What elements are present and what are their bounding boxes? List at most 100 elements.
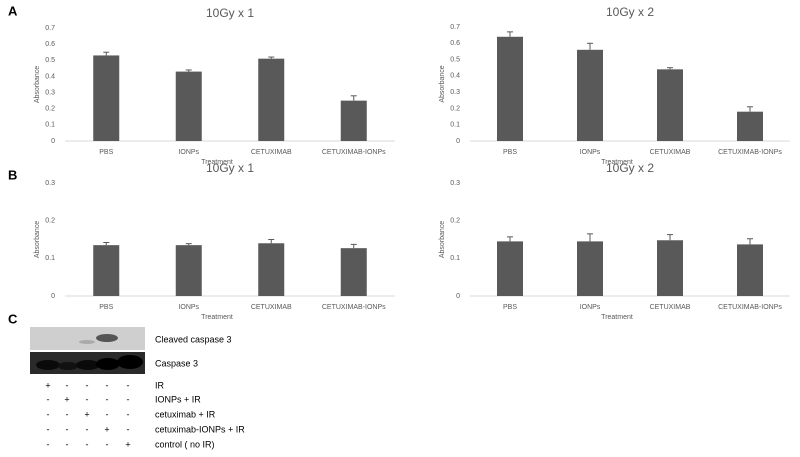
- x-axis-label: Treatment: [601, 159, 633, 166]
- x-tick-label: CETUXIMAB: [650, 304, 691, 311]
- y-tick-label: 0.7: [45, 25, 55, 32]
- bar: [340, 248, 367, 296]
- x-tick-label: PBS: [99, 304, 113, 311]
- y-tick-label: 0.6: [450, 40, 460, 47]
- bar: [497, 36, 523, 142]
- x-tick-label: CETUXIMAB-IONPs: [718, 149, 782, 156]
- x-tick-label: CETUXIMAB-IONPs: [322, 304, 386, 311]
- y-tick-label: 0.5: [45, 57, 55, 64]
- treatment-sign: -: [66, 439, 69, 449]
- treatment-label: control ( no IR): [155, 439, 215, 449]
- y-axis-label: Absorbance: [439, 65, 446, 102]
- x-tick-label: IONPs: [178, 304, 199, 311]
- bar: [93, 55, 120, 141]
- treatment-sign: -: [106, 409, 109, 419]
- x-axis-label: Treatment: [601, 314, 633, 321]
- treatment-sign: +: [45, 380, 50, 390]
- y-tick-label: 0.7: [450, 24, 460, 31]
- y-tick-label: 0.1: [450, 255, 460, 262]
- chart-title: 10Gy x 2: [606, 5, 654, 19]
- error-bar: [747, 238, 753, 245]
- x-tick-label: CETUXIMAB: [251, 149, 292, 156]
- treatment-sign: -: [86, 394, 89, 404]
- y-axis-label: Absorbance: [34, 221, 41, 258]
- panel-label: C: [8, 311, 18, 326]
- panel-label: A: [8, 3, 18, 18]
- y-tick-label: 0.5: [450, 56, 460, 63]
- chart-title: 10Gy x 1: [206, 6, 254, 20]
- x-tick-label: CETUXIMAB-IONPs: [322, 149, 386, 156]
- error-bar: [747, 106, 753, 112]
- y-tick-label: 0.3: [450, 180, 460, 187]
- panel-label: B: [8, 167, 17, 182]
- treatment-sign: -: [86, 424, 89, 434]
- bar: [93, 245, 120, 296]
- error-bar: [185, 243, 192, 246]
- y-tick-label: 0: [456, 138, 460, 145]
- y-tick-label: 0.3: [450, 89, 460, 96]
- treatment-sign: -: [127, 380, 130, 390]
- bar: [340, 100, 367, 141]
- treatment-label: cetuximab + IR: [155, 409, 216, 419]
- treatment-sign: -: [47, 409, 50, 419]
- y-tick-label: 0.2: [45, 218, 55, 225]
- treatment-sign: -: [86, 439, 89, 449]
- treatment-sign: -: [66, 380, 69, 390]
- y-tick-label: 0: [51, 293, 55, 300]
- y-tick-label: 0.2: [450, 218, 460, 225]
- x-axis-label: Treatment: [201, 314, 233, 321]
- treatment-sign: -: [106, 439, 109, 449]
- chart-title: 10Gy x 1: [206, 161, 254, 175]
- bar: [258, 243, 285, 296]
- error-bar: [268, 56, 275, 59]
- bar: [497, 241, 523, 296]
- band-label: Caspase 3: [155, 358, 198, 368]
- blot-image: [30, 327, 145, 374]
- error-bar: [507, 236, 513, 242]
- treatment-sign: -: [127, 394, 130, 404]
- y-tick-label: 0.2: [450, 105, 460, 112]
- error-bar: [507, 31, 513, 37]
- y-tick-label: 0.6: [45, 41, 55, 48]
- treatment-sign: +: [64, 394, 69, 404]
- y-tick-label: 0.2: [45, 106, 55, 113]
- treatment-label: IR: [155, 380, 165, 390]
- treatment-sign: -: [66, 409, 69, 419]
- x-tick-label: PBS: [503, 149, 517, 156]
- error-bar: [185, 69, 192, 72]
- x-tick-label: PBS: [99, 149, 113, 156]
- x-axis-label: Treatment: [201, 159, 233, 166]
- x-tick-label: CETUXIMAB: [251, 304, 292, 311]
- y-axis-label: Absorbance: [439, 221, 446, 258]
- treatment-sign: -: [86, 380, 89, 390]
- bar: [657, 240, 683, 296]
- error-bar: [587, 233, 593, 242]
- x-tick-label: CETUXIMAB-IONPs: [718, 304, 782, 311]
- x-tick-label: IONPs: [580, 149, 601, 156]
- y-tick-label: 0.1: [450, 122, 460, 129]
- treatment-sign: -: [47, 394, 50, 404]
- bar: [737, 244, 763, 296]
- error-bar: [667, 67, 673, 70]
- y-tick-label: 0.1: [45, 255, 55, 262]
- bar: [657, 69, 683, 141]
- error-bar: [268, 239, 275, 244]
- treatment-label: cetuximab-IONPs + IR: [155, 424, 245, 434]
- y-tick-label: 0.1: [45, 122, 55, 129]
- treatment-sign: -: [66, 424, 69, 434]
- y-axis-label: Absorbance: [34, 66, 41, 103]
- y-tick-label: 0.3: [45, 180, 55, 187]
- error-bar: [350, 95, 357, 101]
- treatment-sign: +: [84, 409, 89, 419]
- y-tick-label: 0.4: [450, 73, 460, 80]
- bar: [175, 245, 202, 296]
- y-tick-label: 0.3: [45, 89, 55, 96]
- treatment-sign: -: [106, 394, 109, 404]
- bar: [577, 241, 603, 296]
- error-bar: [103, 242, 110, 246]
- error-bar: [350, 243, 357, 249]
- treatment-sign: +: [104, 424, 109, 434]
- error-bar: [667, 234, 673, 241]
- treatment-sign: -: [127, 409, 130, 419]
